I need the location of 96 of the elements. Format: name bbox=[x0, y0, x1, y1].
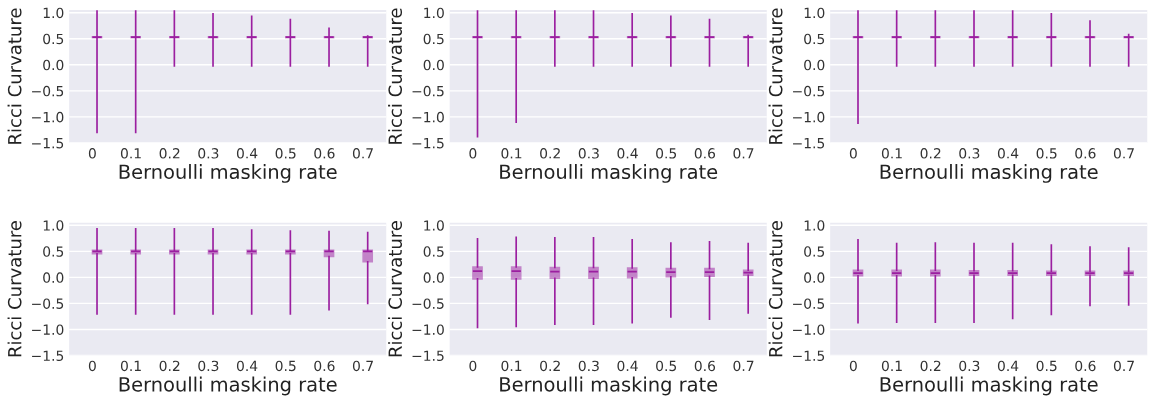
y-tick-label: 1.0 bbox=[804, 220, 825, 231]
y-tick-label: −1.0 bbox=[412, 324, 444, 335]
x-tick-label: 0 bbox=[469, 360, 477, 372]
y-tick-label: −1.0 bbox=[32, 111, 64, 123]
x-tick-label: 0.5 bbox=[656, 148, 677, 159]
y-tick-label: 0.5 bbox=[804, 246, 825, 257]
x-tick-label: 0.4 bbox=[997, 360, 1019, 372]
x-tick-label: 0 bbox=[849, 360, 857, 372]
y-tick-label: −0.5 bbox=[32, 85, 64, 97]
x-axis-title: Bernoulli masking rate bbox=[119, 164, 337, 183]
x-tick-label: 0.4 bbox=[617, 148, 638, 159]
x-tick-label: 0.4 bbox=[236, 360, 258, 372]
x-tick-label: 0.4 bbox=[997, 148, 1019, 159]
x-axis-title: Bernoulli masking rate bbox=[880, 164, 1098, 183]
y-tick-label: −0.5 bbox=[32, 298, 64, 309]
x-tick-label: 0.6 bbox=[694, 360, 716, 372]
x-tick-label: 0.3 bbox=[959, 360, 980, 372]
x-tick-label: 0.3 bbox=[578, 148, 599, 159]
x-tick-label: 0.5 bbox=[275, 148, 296, 159]
y-tick-label: −0.5 bbox=[793, 85, 825, 97]
y-tick-label: 0.0 bbox=[804, 59, 825, 71]
x-axis-title: Bernoulli masking rate bbox=[500, 376, 718, 396]
y-tick-label: −1.5 bbox=[32, 138, 64, 149]
y-tick-label: −0.5 bbox=[412, 298, 444, 309]
y-tick-label: 0.0 bbox=[423, 272, 444, 283]
x-tick-label: 0.6 bbox=[694, 148, 716, 159]
y-tick-label: 1.0 bbox=[424, 7, 444, 19]
x-tick-label: 0.3 bbox=[198, 360, 219, 372]
y-tick-label: 0.5 bbox=[43, 33, 64, 45]
y-axis-title: Ricci Curvature bbox=[7, 221, 22, 357]
x-tick-label: 0.1 bbox=[881, 148, 902, 159]
x-tick-label: 0.7 bbox=[733, 148, 754, 159]
y-tick-label: 0.5 bbox=[423, 246, 444, 257]
x-tick-label: 0.3 bbox=[959, 148, 980, 159]
x-tick-label: 0.2 bbox=[920, 148, 941, 159]
y-tick-label: −1.0 bbox=[793, 324, 825, 335]
x-tick-label: 0.5 bbox=[1036, 148, 1057, 159]
y-axis-title: Ricci Curvature bbox=[768, 8, 783, 144]
x-tick-label: 0.6 bbox=[314, 148, 335, 159]
x-tick-label: 0.2 bbox=[540, 148, 560, 159]
x-tick-label: 0 bbox=[469, 148, 477, 159]
x-axis-title: Bernoulli masking rate bbox=[119, 376, 337, 396]
y-tick-label: −1.5 bbox=[412, 350, 444, 361]
y-tick-label: 1.0 bbox=[804, 7, 825, 19]
x-tick-label: 0.2 bbox=[159, 148, 180, 159]
y-tick-label: −1.5 bbox=[793, 350, 825, 361]
y-tick-label: −1.5 bbox=[412, 138, 444, 149]
y-tick-label: 0.0 bbox=[423, 59, 444, 71]
x-tick-label: 0.6 bbox=[1075, 360, 1096, 372]
x-tick-label: 0.2 bbox=[540, 360, 560, 372]
x-tick-label: 0.1 bbox=[501, 148, 522, 159]
x-tick-label: 0 bbox=[88, 148, 96, 159]
y-tick-label: −1.5 bbox=[793, 138, 825, 149]
y-tick-label: 0.0 bbox=[804, 272, 825, 283]
x-tick-label: 0.3 bbox=[198, 148, 219, 159]
y-tick-label: 0.5 bbox=[43, 246, 64, 257]
y-tick-label: −0.5 bbox=[793, 298, 825, 309]
x-axis-title: Bernoulli masking rate bbox=[500, 164, 718, 183]
y-tick-label: −1.0 bbox=[412, 111, 444, 123]
x-tick-label: 0 bbox=[88, 360, 96, 372]
x-tick-label: 0.7 bbox=[733, 360, 754, 372]
x-tick-label: 0.4 bbox=[617, 360, 638, 372]
x-tick-label: 0.7 bbox=[352, 148, 373, 159]
x-tick-label: 0.5 bbox=[656, 360, 677, 372]
y-tick-label: 1.0 bbox=[424, 220, 444, 231]
x-tick-label: 0.7 bbox=[1113, 360, 1134, 372]
x-tick-label: 0.7 bbox=[1113, 148, 1134, 159]
y-tick-label: 0.5 bbox=[804, 33, 825, 45]
y-tick-label: −1.0 bbox=[793, 111, 825, 123]
x-tick-label: 0.1 bbox=[120, 360, 141, 372]
y-tick-label: 0.0 bbox=[43, 59, 64, 71]
y-axis-title: Ricci Curvature bbox=[388, 8, 403, 144]
x-tick-label: 0.6 bbox=[314, 360, 335, 372]
y-axis-title: Ricci Curvature bbox=[388, 221, 403, 357]
x-tick-label: 0.5 bbox=[1036, 360, 1057, 372]
x-tick-label: 0.4 bbox=[236, 148, 258, 159]
x-tick-label: 0.2 bbox=[159, 360, 180, 372]
x-axis-title: Bernoulli masking rate bbox=[880, 376, 1098, 396]
y-tick-label: 0.0 bbox=[43, 272, 64, 283]
x-tick-label: 0.5 bbox=[275, 360, 296, 372]
x-tick-label: 0.6 bbox=[1075, 148, 1096, 159]
y-tick-label: −1.5 bbox=[32, 350, 64, 361]
y-tick-label: −1.0 bbox=[32, 324, 64, 335]
x-tick-label: 0.1 bbox=[881, 360, 902, 372]
x-tick-label: 0 bbox=[849, 148, 857, 159]
x-tick-label: 0.1 bbox=[501, 360, 522, 372]
x-tick-label: 0.1 bbox=[120, 148, 141, 159]
x-tick-label: 0.7 bbox=[352, 360, 373, 372]
y-tick-label: 1.0 bbox=[43, 7, 64, 19]
y-axis-title: Ricci Curvature bbox=[7, 8, 22, 144]
x-tick-label: 0.2 bbox=[920, 360, 941, 372]
y-tick-label: 0.5 bbox=[423, 33, 444, 45]
y-tick-label: −0.5 bbox=[412, 85, 444, 97]
x-tick-label: 0.3 bbox=[578, 360, 599, 372]
y-axis-title: Ricci Curvature bbox=[768, 221, 783, 357]
y-tick-label: 1.0 bbox=[43, 220, 64, 231]
